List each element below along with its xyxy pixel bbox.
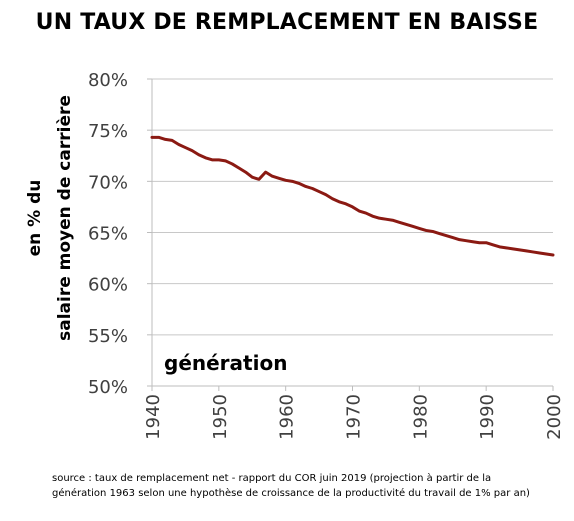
y-axis-label-line-1: en % du <box>25 180 45 257</box>
data-point <box>150 136 154 139</box>
data-point <box>505 246 508 250</box>
data-point <box>451 236 454 239</box>
data-point <box>418 227 421 230</box>
data-point <box>231 162 234 166</box>
y-tick-label: 65% <box>88 224 128 245</box>
x-tick-label: 1980 <box>410 394 431 440</box>
data-point <box>331 197 334 200</box>
source-note: source : taux de remplacement net - rapp… <box>52 471 572 501</box>
data-point <box>217 158 221 162</box>
data-point <box>398 221 401 224</box>
data-point <box>444 234 448 237</box>
data-point <box>545 252 548 256</box>
x-tick-label: 1940 <box>143 394 164 440</box>
data-point <box>491 243 495 246</box>
y-tick-labels: 50% 55% 60% 65% 70% 75% 80% <box>88 70 128 398</box>
x-tick-label: 1970 <box>344 394 365 440</box>
gridlines <box>152 78 553 336</box>
data-point <box>438 232 441 235</box>
x-tick-label: 1960 <box>277 394 298 440</box>
x-tick-label: 1990 <box>477 394 498 440</box>
data-point <box>411 225 414 228</box>
data-point <box>351 205 354 209</box>
data-point <box>391 219 394 222</box>
data-point <box>458 238 461 241</box>
data-point <box>371 214 374 218</box>
y-tick-label: 80% <box>88 70 128 91</box>
data-point <box>157 136 160 139</box>
data-point <box>277 177 281 180</box>
y-axis-label: en % du salaire moyen de carrière <box>25 95 75 341</box>
data-point <box>190 149 194 152</box>
data-point <box>404 223 408 226</box>
data-point <box>511 247 515 251</box>
data-point <box>257 178 261 181</box>
data-point <box>464 239 468 242</box>
y-tick-label: 55% <box>88 326 128 347</box>
data-point <box>551 253 555 257</box>
data-point <box>304 185 307 188</box>
data-point <box>284 179 287 182</box>
data-point <box>538 251 541 255</box>
data-point <box>297 182 301 185</box>
x-axis-label: génération <box>164 351 287 375</box>
source-line-2: génération 1963 selon une hypothèse de c… <box>52 488 530 499</box>
data-point <box>311 187 314 190</box>
data-point <box>344 202 348 206</box>
data-point <box>424 229 428 232</box>
data-point <box>244 170 247 174</box>
data-series <box>150 135 555 257</box>
data-point <box>271 175 274 178</box>
y-axis-label-line-2: salaire moyen de carrière <box>55 95 75 341</box>
data-point <box>525 249 528 253</box>
data-point <box>484 241 488 244</box>
data-point <box>170 139 174 142</box>
plot-frame <box>147 78 554 391</box>
data-point <box>357 209 361 213</box>
chart-title: UN TAUX DE REMPLACEMENT EN BAISSE <box>35 10 539 35</box>
data-point <box>317 190 321 193</box>
data-point <box>237 166 241 170</box>
data-point <box>177 143 180 146</box>
y-tick-label: 75% <box>88 121 128 142</box>
data-point <box>384 217 388 221</box>
data-point <box>518 248 521 252</box>
series-line <box>150 135 555 257</box>
data-point <box>324 193 327 196</box>
data-point <box>364 211 368 215</box>
data-point <box>197 153 200 156</box>
data-point <box>264 170 267 174</box>
data-point <box>184 146 187 149</box>
x-tick-labels: 1940 1950 1960 1970 1980 1990 2000 <box>143 394 565 440</box>
data-point <box>498 245 501 249</box>
y-tick-label: 60% <box>88 275 128 296</box>
data-point <box>378 216 381 220</box>
data-point <box>471 240 474 243</box>
data-point <box>164 138 167 141</box>
y-tick-label: 50% <box>88 377 128 398</box>
data-point <box>531 250 535 254</box>
data-point <box>478 241 481 244</box>
y-tick-label: 70% <box>88 172 128 193</box>
data-point <box>210 158 214 162</box>
data-point <box>291 180 294 183</box>
data-point <box>337 200 341 203</box>
x-tick-label: 1950 <box>210 394 231 440</box>
data-point <box>251 176 254 179</box>
x-tick-label: 2000 <box>544 394 565 440</box>
data-point <box>431 230 434 233</box>
data-point <box>224 159 227 163</box>
source-line-1: source : taux de remplacement net - rapp… <box>52 473 492 484</box>
data-point <box>204 156 207 159</box>
